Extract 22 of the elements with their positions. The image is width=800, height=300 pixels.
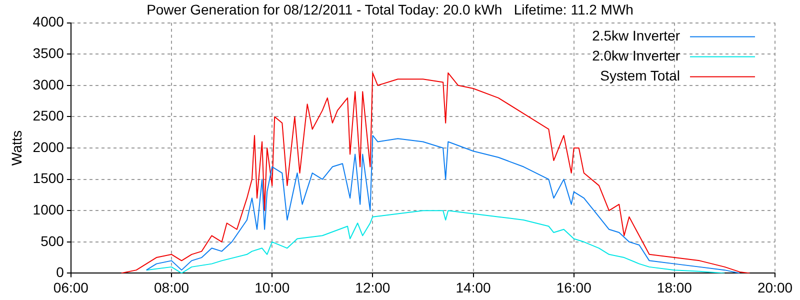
x-tick-label: 12:00 (355, 279, 390, 296)
x-tick-label: 14:00 (456, 279, 491, 296)
y-tick-label: 3500 (32, 44, 64, 61)
legend-label: System Total (600, 68, 680, 84)
y-tick-label: 500 (40, 232, 64, 249)
y-tick-label: 3000 (32, 76, 64, 92)
y-tick-label: 2000 (32, 138, 64, 155)
x-tick-label: 10:00 (254, 279, 290, 296)
y-tick-label: 0 (56, 264, 64, 280)
y-axis-title: Watts (8, 130, 24, 166)
y-tick-label: 2500 (32, 108, 64, 124)
x-tick-label: 08:00 (154, 279, 190, 296)
y-tick-label: 4000 (32, 14, 64, 30)
x-tick-label: 18:00 (656, 279, 692, 296)
legend-label: 2.0kw Inverter (592, 48, 680, 64)
y-tick-label: 1000 (32, 201, 64, 218)
x-tick-label: 06:00 (53, 279, 89, 296)
legend-label: 2.5kw Inverter (592, 28, 680, 44)
chart-title: Power Generation for 08/12/2011 - Total Today: 20.0 kWh Lifetime: 11.2 MWh (146, 1, 634, 18)
x-tick-label: 20:00 (757, 279, 793, 296)
y-tick-label: 1500 (32, 170, 64, 186)
x-tick-label: 16:00 (556, 279, 592, 296)
